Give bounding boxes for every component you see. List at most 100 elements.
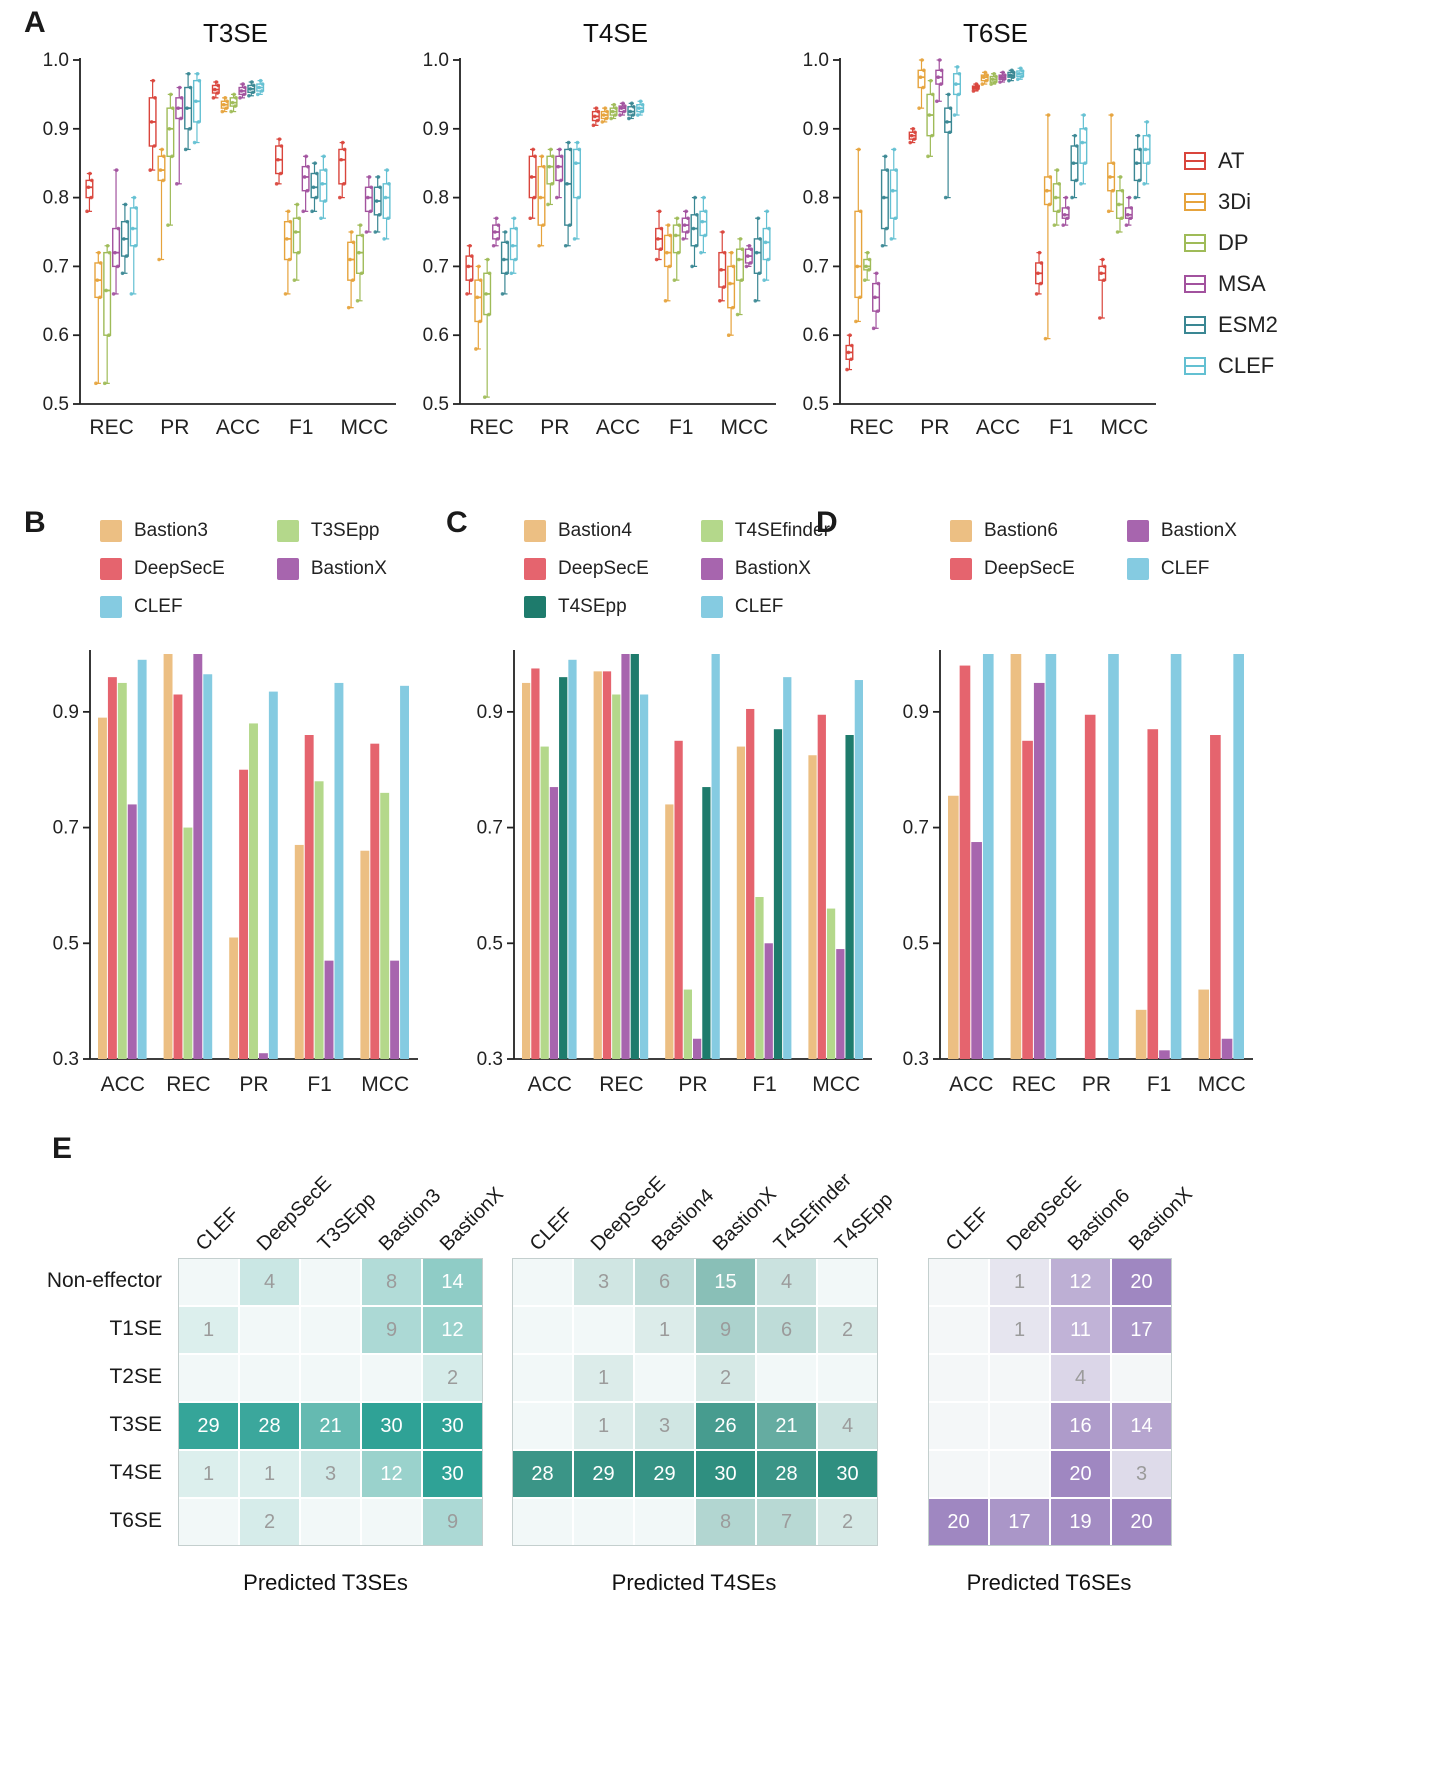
legend-label: CLEF: [1160, 558, 1210, 579]
heatmap-cell: [362, 1355, 421, 1401]
boxplot-t6se-mount: 0.5 0.6 0.7 0.8 0.9 1.0 REC PR ACC F1 MCC: [788, 50, 1163, 457]
heatmap-grid: 4 8 14 1 9 12 2 29 28 21 30 30 1 1 3 12 30 2 9: [178, 1258, 483, 1546]
legend-swatch: [524, 596, 546, 618]
heatmap-cell: 11: [1051, 1307, 1110, 1353]
legend-item: ESM2: [1182, 312, 1278, 338]
legend-swatch: [700, 558, 723, 580]
svg-text:0.9: 0.9: [43, 119, 69, 140]
heatmap-cell: 6: [757, 1307, 816, 1353]
heatmap-cell: 21: [757, 1403, 816, 1449]
svg-text:0.3: 0.3: [53, 1049, 79, 1070]
boxplot-t4se-host: T4SE 0.5 0.6 0.7 0.8 0.9 1.0 REC PR ACC F1 MCC: [408, 18, 783, 457]
legend-label: T4SEpp: [558, 596, 627, 617]
svg-text:0.9: 0.9: [423, 119, 449, 140]
heatmap-cell: [301, 1499, 360, 1545]
svg-text:0.7: 0.7: [423, 256, 449, 277]
heatmap-cell: [990, 1451, 1049, 1497]
legend-label: CLEF: [134, 596, 183, 617]
heatmap-cell: [301, 1355, 360, 1401]
svg-text:0.6: 0.6: [43, 325, 69, 346]
legend-item: T3SEpp: [276, 520, 387, 542]
svg-text:REC: REC: [89, 416, 133, 439]
heatmap-cell: 16: [1051, 1403, 1110, 1449]
heatmap-cell: [574, 1307, 633, 1353]
heatmap-cell: 26: [696, 1403, 755, 1449]
legend-label: BastionX: [310, 558, 387, 579]
svg-text:0.9: 0.9: [53, 702, 79, 723]
heatmap-cell: [301, 1259, 360, 1305]
heatmap-row-label: Non-effector: [46, 1269, 162, 1292]
bar-chart-c-mount: 0.3 0.5 0.7 0.9 ACC REC PR F1 MCC: [462, 644, 882, 1119]
legend-label: CLEF: [734, 596, 784, 617]
heatmap-cell: [513, 1403, 572, 1449]
heatmap-cell: 29: [635, 1451, 694, 1497]
svg-text:REC: REC: [166, 1073, 210, 1096]
legend-swatch: [700, 596, 723, 618]
heatmap-t4se-host: CLEF DeepSecE Bastion4 BastionX T4SEfinder T4…: [512, 1158, 897, 1596]
svg-text:0.5: 0.5: [903, 933, 929, 954]
heatmap-cell: 1: [635, 1307, 694, 1353]
svg-text:0.5: 0.5: [803, 394, 829, 415]
heatmap-cell: 28: [757, 1451, 816, 1497]
legend-item: CLEF: [100, 596, 225, 618]
heatmap-cell: [513, 1307, 572, 1353]
legend-swatch: [1126, 558, 1149, 580]
bar-chart-d-legend: Bastion6 DeepSecE BastionX CLEF: [950, 520, 1268, 636]
svg-text:0.7: 0.7: [477, 818, 503, 839]
chart-title: T4SE: [582, 18, 649, 48]
heatmap-cell: 15: [696, 1259, 755, 1305]
chart-title: T6SE: [962, 18, 1029, 48]
svg-text:F1: F1: [752, 1073, 777, 1096]
heatmap-cell: 12: [1051, 1259, 1110, 1305]
heatmap-cell: 4: [1051, 1355, 1110, 1401]
panel-label-c: C: [446, 506, 468, 539]
heatmap-cell: 28: [240, 1403, 299, 1449]
heatmap-cell: 8: [696, 1499, 755, 1545]
bar-chart-d-host: Bastion6 DeepSecE BastionX CLEF 0.3 0.5 0.7 0.…: [888, 520, 1268, 1119]
heatmap-cell: [818, 1259, 877, 1305]
box-plot: 0.5 0.6 0.7 0.8 0.9 1.0 REC PR ACC F1 MCC: [803, 50, 1156, 439]
legend-item: BastionX: [1126, 520, 1237, 542]
heatmap-cell: [362, 1499, 421, 1545]
legend-box-icon: [1184, 357, 1206, 375]
svg-text:0.8: 0.8: [43, 188, 69, 209]
svg-text:PR: PR: [239, 1073, 268, 1096]
heatmap-cell: 1: [574, 1403, 633, 1449]
legend-item: CLEF: [1126, 558, 1237, 580]
heatmap-cell: 3: [301, 1451, 360, 1497]
heatmap-row-labels: Non-effector T1SE T2SE T3SE T4SE T6SE: [28, 1258, 178, 1546]
box-plot: 0.5 0.6 0.7 0.8 0.9 1.0 REC PR ACC F1 MCC: [43, 50, 396, 439]
legend-swatch: [1126, 520, 1149, 542]
svg-text:MCC: MCC: [340, 416, 388, 439]
legend-item: T4SEfinder: [700, 520, 830, 542]
legend-item: DP: [1182, 230, 1278, 256]
heatmap-cell: 9: [362, 1307, 421, 1353]
heatmap-t6se-mount: CLEF DeepSecE Bastion6 BastionX 1 12 20 1 11 17 4 1…: [928, 1158, 1197, 1546]
svg-text:PR: PR: [920, 416, 949, 439]
legend-item: 3Di: [1182, 189, 1278, 215]
svg-text:0.5: 0.5: [477, 933, 503, 954]
heatmap-row-label: T3SE: [109, 1413, 162, 1436]
heatmap-cell: 20: [1051, 1451, 1110, 1497]
heatmap-cell: [929, 1355, 988, 1401]
heatmap-column-label: CLEF: [525, 1203, 578, 1256]
svg-text:F1: F1: [1049, 416, 1074, 439]
heatmap-cell: 3: [574, 1259, 633, 1305]
heatmap-cell: 30: [423, 1451, 482, 1497]
legend-label: BastionX: [1160, 520, 1237, 541]
heatmap-cell: 20: [1112, 1499, 1171, 1545]
heatmap-cell: 12: [362, 1451, 421, 1497]
svg-text:0.6: 0.6: [803, 325, 829, 346]
svg-text:0.5: 0.5: [423, 394, 449, 415]
legend-label: Bastion4: [558, 520, 632, 541]
svg-text:PR: PR: [1082, 1073, 1111, 1096]
svg-text:ACC: ACC: [949, 1073, 993, 1096]
heatmap-cell: [757, 1355, 816, 1401]
legend-label: ESM2: [1218, 312, 1278, 337]
heatmap-cell: [513, 1259, 572, 1305]
svg-text:PR: PR: [678, 1073, 707, 1096]
heatmap-caption: Predicted T6SEs: [966, 1570, 1132, 1595]
boxplot-t6se-host: T6SE 0.5 0.6 0.7 0.8 0.9 1.0 REC PR ACC F1 MCC: [788, 18, 1163, 457]
bar-chart-b-legend: Bastion3 DeepSecE CLEF T3SEpp BastionX: [100, 520, 438, 636]
heatmap-cell: 30: [696, 1451, 755, 1497]
